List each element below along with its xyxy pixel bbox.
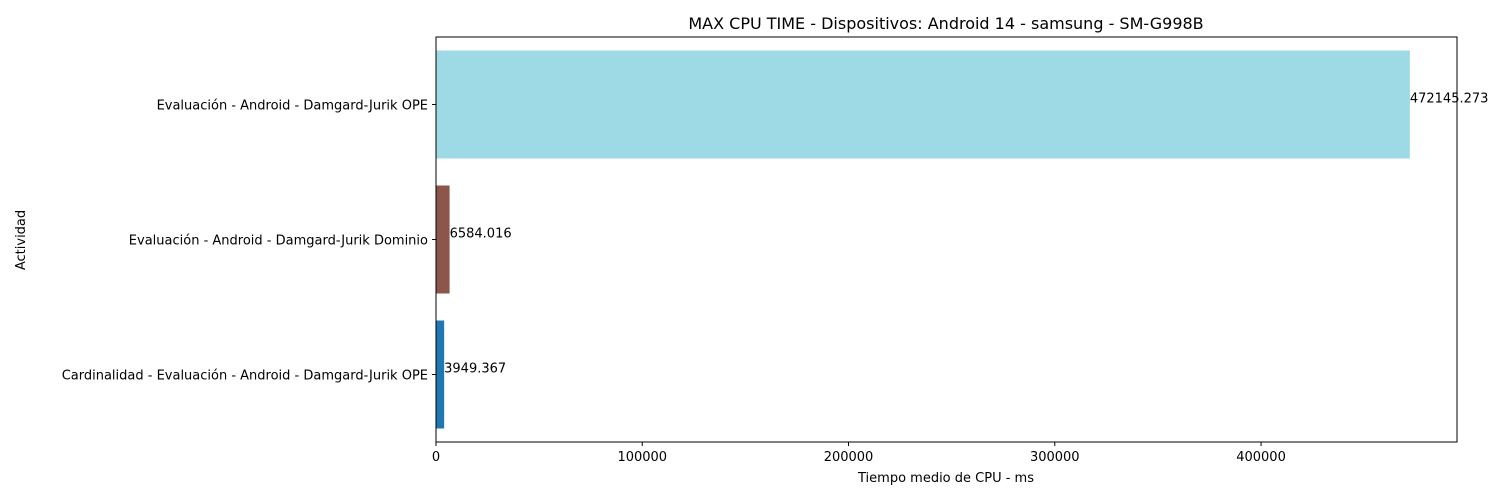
x-tick-label-1: 100000 [617, 450, 667, 465]
y-tick-label-2: Evaluación - Android - Damgard-Jurik OPE [157, 99, 428, 114]
y-tick-label-0: Cardinalidad - Evaluación - Android - Da… [62, 369, 428, 384]
bar-2 [436, 50, 1410, 159]
bar-value-label-2: 472145.273 [1410, 92, 1489, 107]
y-axis: Cardinalidad - Evaluación - Android - Da… [62, 99, 436, 384]
y-axis-label: Actividad [14, 210, 29, 270]
y-tick-label-1: Evaluación - Android - Damgard-Jurik Dom… [129, 234, 428, 249]
bar-value-label-0: 3949.367 [444, 362, 506, 377]
bars-layer [436, 50, 1410, 429]
chart-title: MAX CPU TIME - Dispositivos: Android 14 … [688, 14, 1203, 33]
bar-value-label-1: 6584.016 [450, 227, 512, 242]
bar-1 [436, 185, 450, 294]
x-axis: 0 100000 200000 300000 400000 [432, 442, 1286, 465]
x-axis-label: Tiempo medio de CPU - ms [857, 471, 1034, 486]
x-tick-label-4: 400000 [1236, 450, 1286, 465]
x-tick-label-2: 200000 [824, 450, 874, 465]
bar-0 [436, 320, 445, 429]
x-tick-label-0: 0 [432, 450, 440, 465]
x-tick-label-3: 300000 [1030, 450, 1080, 465]
data-labels: 3949.367 6584.016 472145.273 [444, 92, 1488, 377]
